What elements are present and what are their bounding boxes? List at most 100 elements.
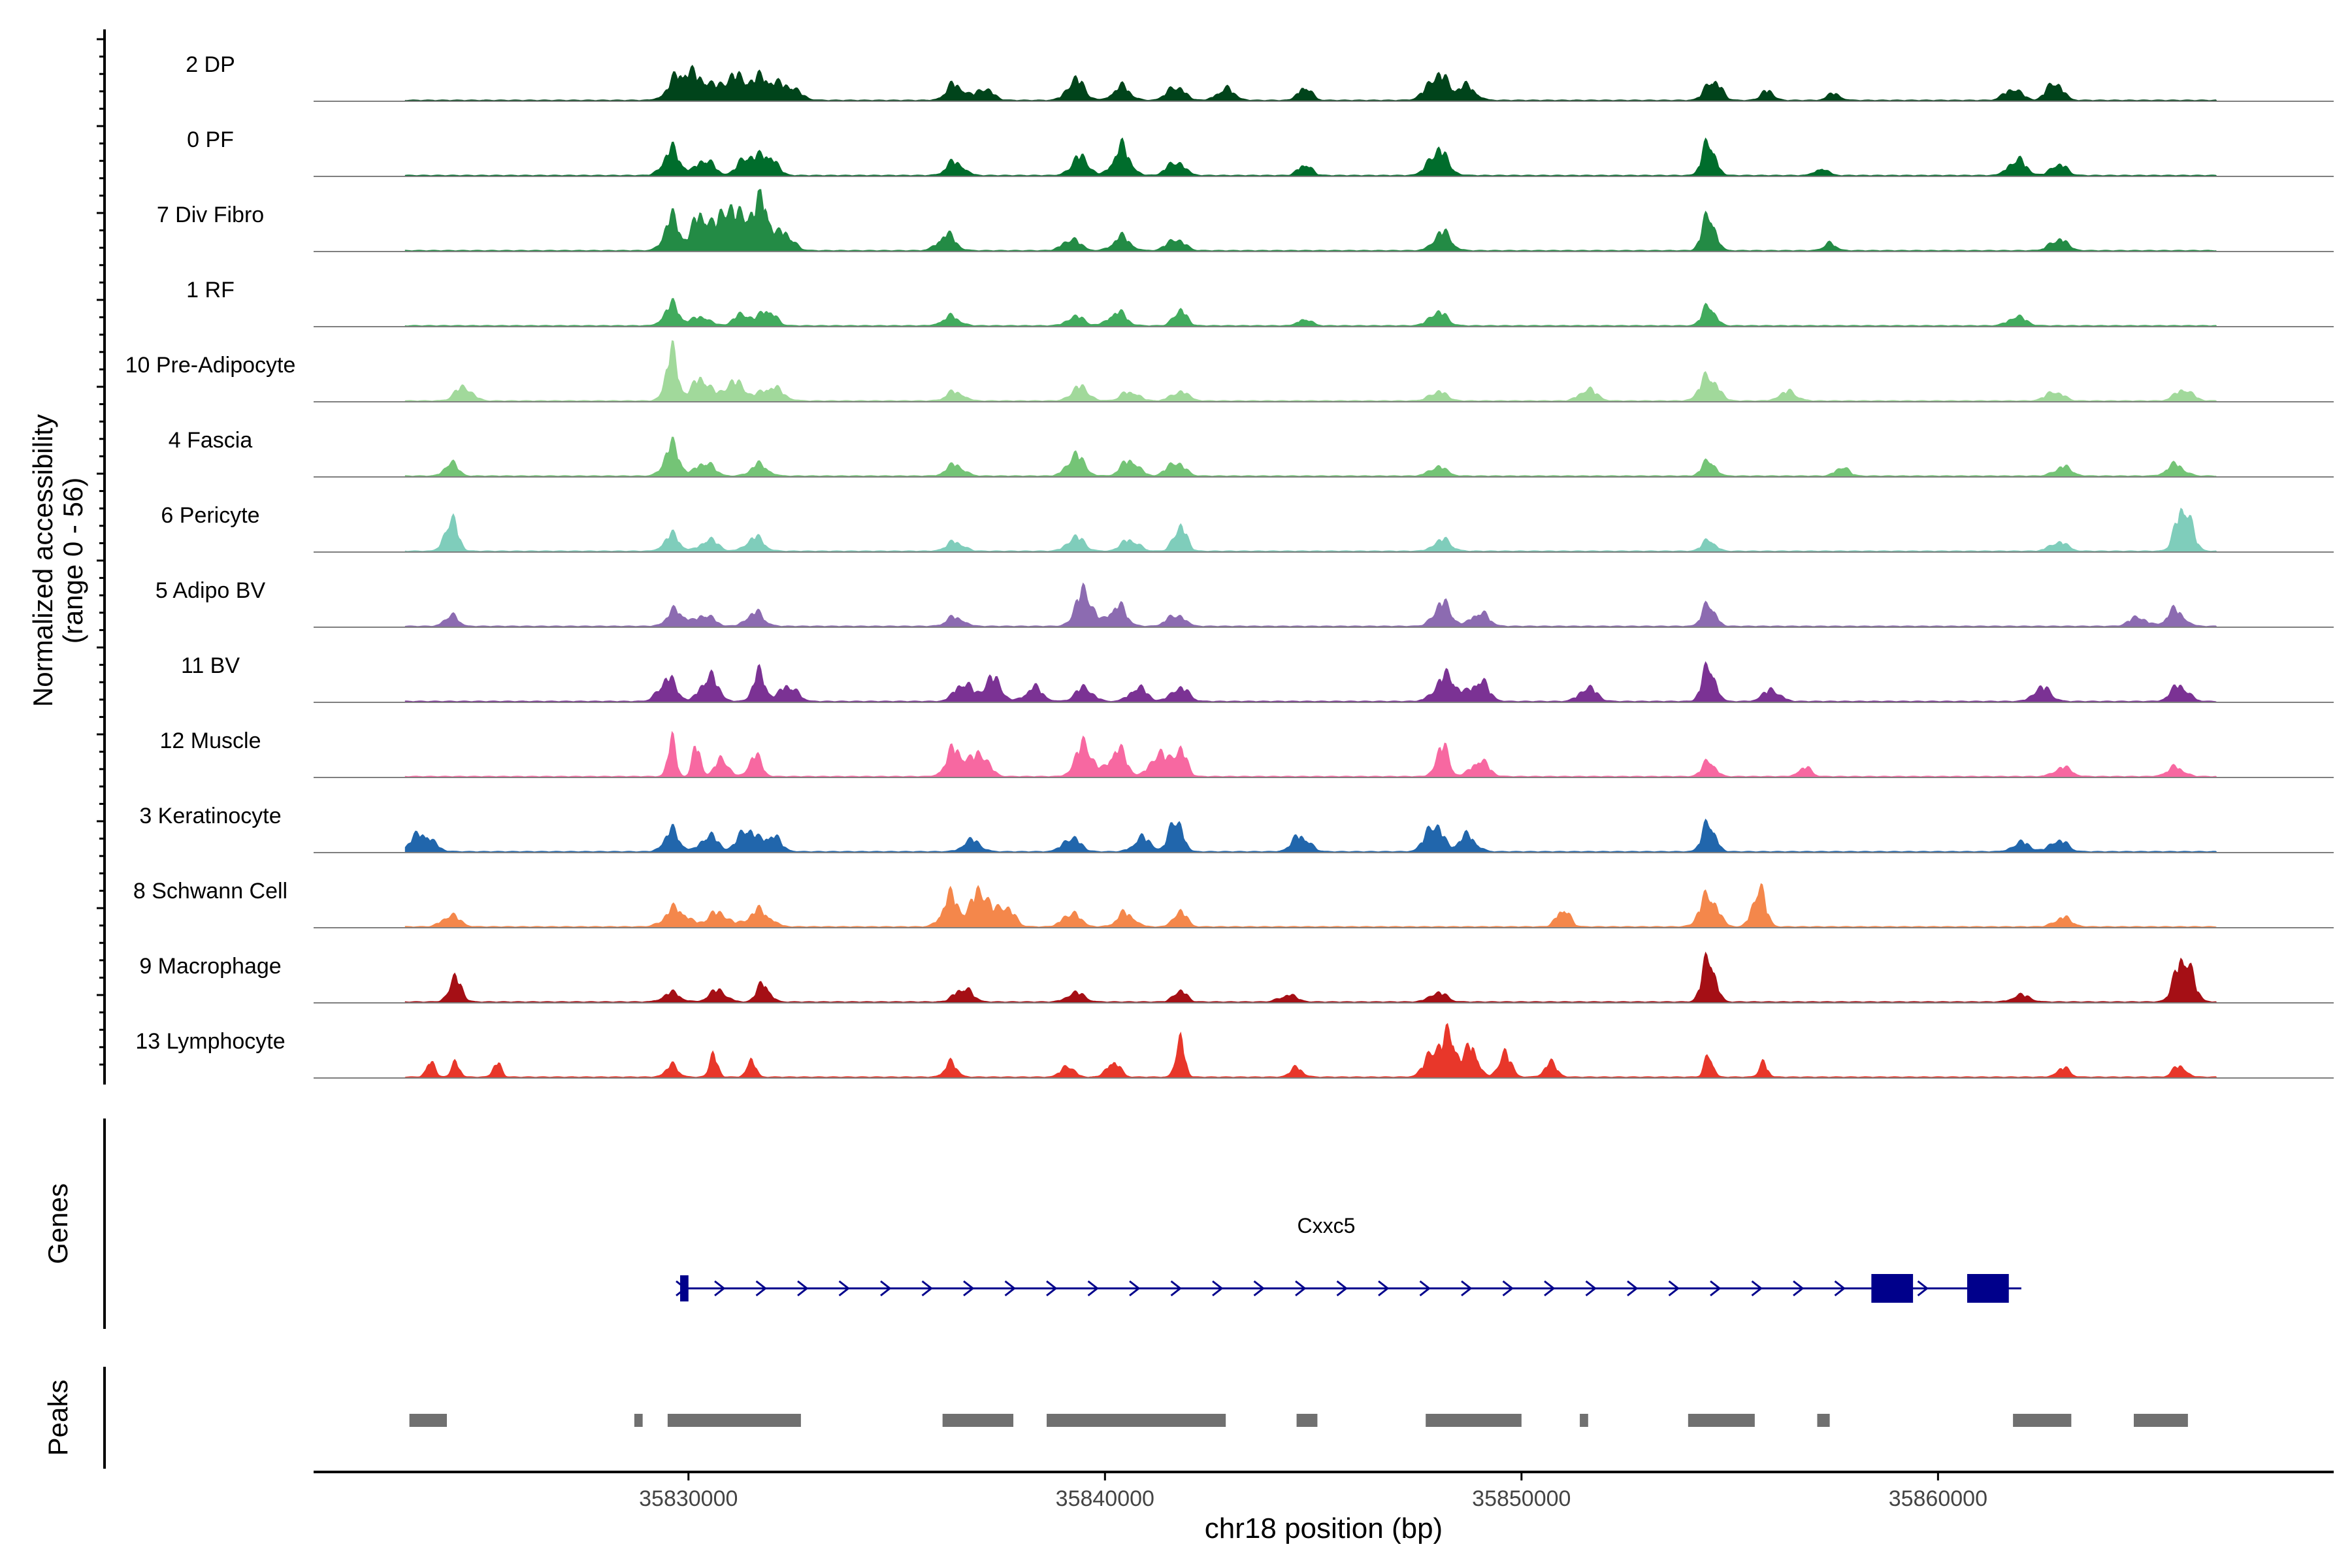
track-label: 10 Pre-Adipocyte [125, 353, 296, 378]
track-coverage-area [404, 883, 2219, 928]
strand-arrow [797, 1280, 809, 1297]
track-coverage-area [404, 508, 2218, 553]
track-8: 5 Adipo BV [155, 578, 2334, 628]
track-label: 6 Pericyte [161, 503, 259, 528]
track-coverage-area [404, 951, 2218, 1004]
strand-arrow [1419, 1280, 1431, 1297]
genes-panel-label: Genes [42, 1183, 73, 1264]
x-tick-label: 35860000 [1889, 1486, 1987, 1511]
track-11: 3 Keratinocyte [139, 804, 2334, 853]
track-label: 12 Muscle [160, 728, 261, 753]
strand-arrow [838, 1280, 850, 1297]
peak-region [1296, 1414, 1318, 1427]
peak-region [1688, 1414, 1755, 1427]
peak-region [1817, 1414, 1830, 1427]
track-label: 8 Schwann Cell [133, 879, 287, 904]
y-axis-ticks [97, 38, 105, 1066]
y-axis [97, 29, 106, 1085]
strand-arrow [1129, 1280, 1141, 1297]
track-3: 7 Div Fibro [157, 189, 2334, 252]
strand-arrow [1253, 1280, 1265, 1297]
track-12: 8 Schwann Cell [133, 879, 2334, 928]
strand-arrow [1336, 1280, 1348, 1297]
peak-region [1426, 1414, 1522, 1427]
track-label: 13 Lymphocyte [135, 1029, 285, 1054]
peak-region [634, 1414, 643, 1427]
track-9: 11 BV [181, 653, 2334, 703]
strand-arrow [1046, 1280, 1058, 1297]
peak-region [409, 1414, 448, 1427]
strand-arrow [1668, 1280, 1680, 1297]
x-axis-label: chr18 position (bp) [1205, 1512, 1443, 1544]
gene-exon [680, 1275, 689, 1301]
strand-arrow [1170, 1280, 1182, 1297]
track-label: 0 PF [187, 127, 234, 152]
track-14: 13 Lymphocyte [135, 1022, 2334, 1079]
strand-arrow [1627, 1280, 1639, 1297]
strand-arrow [1378, 1280, 1390, 1297]
gene-exon [1967, 1274, 2009, 1303]
track-coverage-area [404, 137, 2218, 177]
peak-region [2013, 1414, 2072, 1427]
track-label: 1 RF [186, 278, 235, 302]
x-tick-label: 35840000 [1056, 1486, 1154, 1511]
peak-regions [409, 1414, 2188, 1427]
track-label: 9 Macrophage [139, 954, 281, 979]
strand-arrow [1502, 1280, 1514, 1297]
genes-panel: Genes Cxxc5 [42, 1119, 2021, 1329]
y-axis-range-label: (range 0 - 56) [57, 478, 88, 644]
track-label: 5 Adipo BV [155, 578, 266, 603]
strand-arrow [1751, 1280, 1763, 1297]
track-13: 9 Macrophage [139, 951, 2334, 1004]
gene-model: Cxxc5 [676, 1214, 2021, 1303]
track-10: 12 Muscle [160, 728, 2334, 778]
strand-arrow [1793, 1280, 1805, 1297]
track-coverage-area [404, 661, 2219, 703]
strand-arrow [1212, 1280, 1224, 1297]
track-coverage-area [404, 818, 2218, 853]
strand-arrow [1461, 1280, 1473, 1297]
strand-arrow [1544, 1280, 1556, 1297]
track-coverage-area [404, 436, 2219, 478]
peaks-panel-label: Peaks [42, 1380, 73, 1456]
track-label: 7 Div Fibro [157, 203, 264, 227]
track-5: 10 Pre-Adipocyte [125, 340, 2334, 402]
strand-arrow [714, 1280, 726, 1297]
strand-arrow [1087, 1280, 1099, 1297]
peak-region [2133, 1414, 2188, 1427]
track-coverage-area [404, 730, 2218, 778]
track-coverage-area [404, 1022, 2218, 1079]
strand-arrow [1917, 1280, 1929, 1297]
track-6: 4 Fascia [169, 428, 2334, 478]
strand-arrow [921, 1280, 933, 1297]
coverage-tracks: 2 DP 0 PF 7 Div Fibro 1 RF 10 Pre-Adipocyte 4… [125, 52, 2334, 1079]
strand-arrow [1295, 1280, 1307, 1297]
track-2: 0 PF [187, 127, 2334, 177]
track-1: 2 DP [186, 52, 2334, 102]
track-7: 6 Pericyte [161, 503, 2334, 553]
strand-arrow [1710, 1280, 1722, 1297]
peak-region [1580, 1414, 1588, 1427]
gene-exon [1871, 1274, 1914, 1303]
strand-arrow [963, 1280, 975, 1297]
track-coverage-area [404, 189, 2219, 252]
peak-region [667, 1414, 801, 1427]
gene-name-label: Cxxc5 [1298, 1214, 1356, 1237]
track-coverage-area [404, 298, 2218, 327]
peaks-panel: Peaks [42, 1367, 2188, 1469]
track-4: 1 RF [186, 278, 2334, 327]
strand-arrow [1004, 1280, 1016, 1297]
peak-region [942, 1414, 1014, 1427]
strand-arrow [1834, 1280, 1846, 1297]
track-label: 11 BV [181, 653, 240, 678]
strand-arrow [755, 1280, 767, 1297]
track-coverage-area [404, 65, 2218, 102]
track-coverage-area [404, 340, 2218, 402]
track-label: 4 Fascia [169, 428, 253, 453]
track-label: 2 DP [186, 52, 235, 77]
x-tick-label: 35850000 [1472, 1486, 1571, 1511]
x-axis: 35830000 35840000 35850000 35860000 [314, 1471, 2334, 1511]
strand-arrow [1585, 1280, 1597, 1297]
track-coverage-area [404, 582, 2218, 628]
